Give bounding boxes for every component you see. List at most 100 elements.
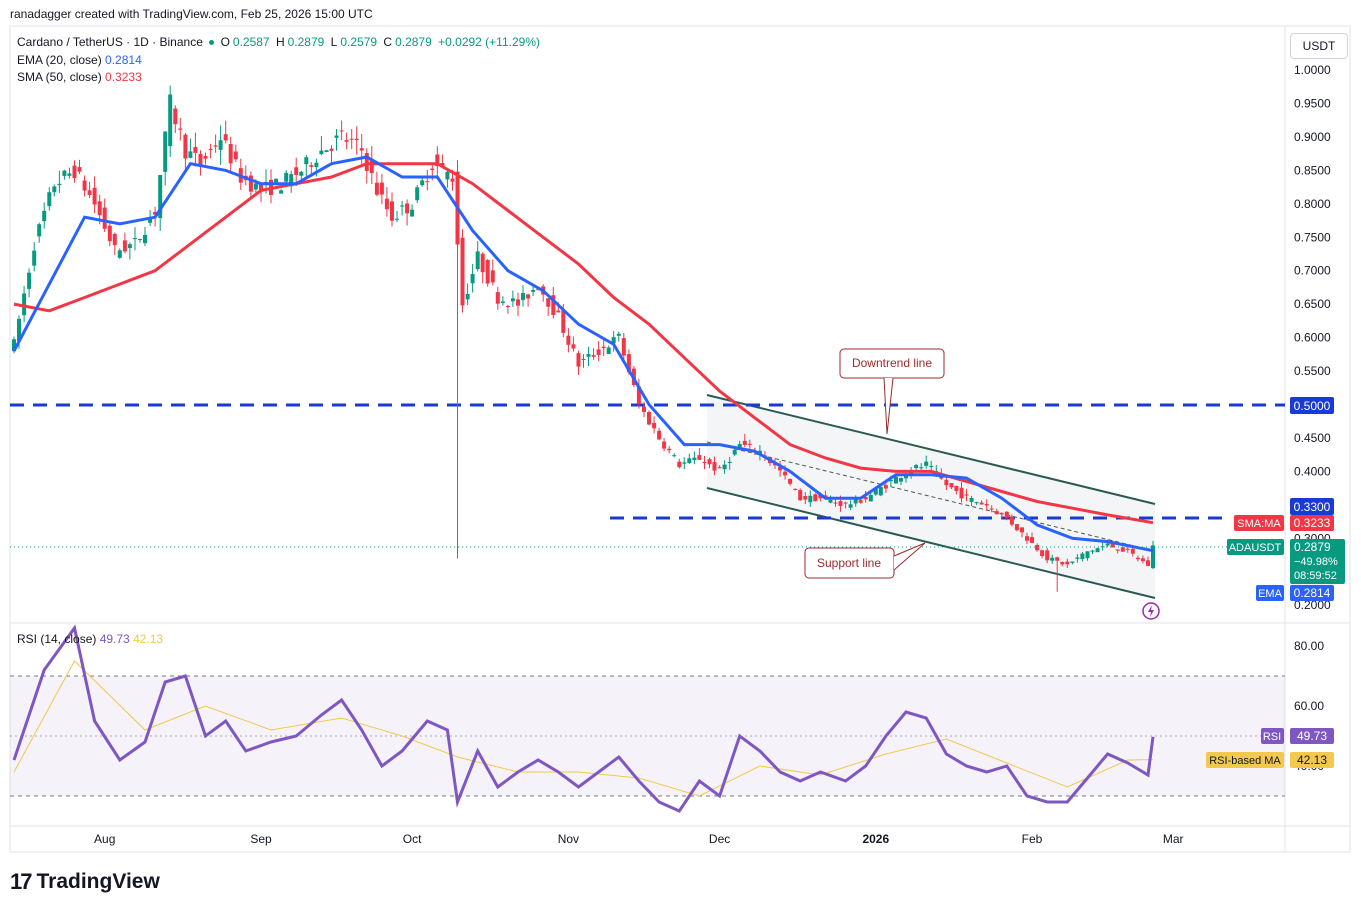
candle-body bbox=[1146, 560, 1150, 566]
candle-body bbox=[873, 489, 878, 495]
candle-body bbox=[989, 508, 994, 510]
rsi-tag bbox=[1290, 728, 1334, 744]
candle-body bbox=[153, 211, 158, 215]
candle-body bbox=[516, 299, 520, 306]
candles-group bbox=[12, 85, 1155, 592]
candle-body bbox=[384, 198, 389, 210]
candle-body bbox=[707, 459, 712, 465]
candle-body bbox=[576, 353, 581, 367]
candle-body bbox=[510, 298, 515, 302]
candle-body bbox=[949, 483, 954, 488]
candle-body bbox=[344, 140, 349, 142]
support-line[interactable] bbox=[706, 487, 1156, 599]
candle-body bbox=[672, 455, 677, 457]
candle-body bbox=[279, 190, 284, 194]
ema-20-line[interactable] bbox=[12, 155, 1154, 553]
candle-body bbox=[173, 108, 178, 125]
price-tick: 0.8500 bbox=[1294, 163, 1331, 177]
candle-body bbox=[919, 467, 924, 469]
candle-body bbox=[984, 504, 989, 506]
candle-body bbox=[97, 201, 102, 216]
candle-body bbox=[843, 502, 848, 504]
ohlc-open: 0.2587 bbox=[232, 35, 270, 49]
candle-body bbox=[27, 272, 32, 289]
candle-body bbox=[143, 234, 147, 244]
candle-body bbox=[188, 151, 193, 158]
ohlc-change: +0.0292 (+11.29%) bbox=[438, 35, 540, 49]
candle-body bbox=[697, 455, 702, 460]
candle-body bbox=[87, 190, 92, 195]
candle-body bbox=[1105, 543, 1110, 546]
candle-body bbox=[702, 461, 707, 463]
candle-body bbox=[1020, 527, 1024, 533]
ema-legend[interactable]: EMA (20, close) 0.2814 bbox=[17, 53, 142, 67]
candle-body bbox=[1080, 553, 1085, 559]
rsi-ma-legend-value: 42.13 bbox=[133, 632, 164, 646]
candle-body bbox=[490, 270, 495, 283]
ada-tag-value: 0.2879 bbox=[1294, 540, 1331, 554]
candle-body bbox=[551, 295, 556, 315]
candle-body bbox=[1075, 557, 1080, 559]
candle-body bbox=[536, 289, 541, 291]
candle-body bbox=[435, 154, 440, 167]
ema-legend-label: EMA (20, close) bbox=[17, 53, 102, 67]
candle-body bbox=[944, 479, 949, 486]
candle-body bbox=[1055, 557, 1060, 561]
candle-body bbox=[395, 218, 399, 220]
candle-body bbox=[979, 502, 984, 505]
rsi-legend-value: 49.73 bbox=[99, 632, 130, 646]
rsi-ma-line[interactable] bbox=[13, 660, 1154, 797]
time-tick: Aug bbox=[94, 832, 115, 846]
symbol-legend[interactable]: Cardano / TetherUS · 1D · Binance O 0.258… bbox=[17, 35, 543, 49]
sma-legend[interactable]: SMA (50, close) 0.3233 bbox=[17, 70, 142, 84]
candle-body bbox=[57, 183, 62, 186]
candle-body bbox=[148, 219, 153, 223]
support-annotation-pointer bbox=[893, 542, 926, 571]
candle-body bbox=[959, 487, 964, 499]
candle-body bbox=[778, 467, 783, 471]
rsi-legend[interactable]: RSI (14, close) 49.73 42.13 bbox=[17, 632, 163, 646]
candle-body bbox=[526, 294, 531, 299]
time-tick: Sep bbox=[250, 832, 272, 846]
candle-body bbox=[223, 134, 228, 141]
rsi-tick: 80.00 bbox=[1294, 639, 1324, 653]
ada-tag-label: ADAUSDT bbox=[1229, 542, 1282, 554]
currency-button[interactable]: USDT bbox=[1290, 33, 1348, 59]
candle-body bbox=[964, 494, 969, 496]
price-tick: 0.7000 bbox=[1294, 264, 1331, 278]
downtrend-line[interactable] bbox=[706, 394, 1156, 505]
candle-body bbox=[1100, 546, 1105, 548]
candle-body bbox=[798, 490, 803, 501]
price-tick: 0.6000 bbox=[1294, 331, 1331, 345]
candle-body bbox=[248, 175, 253, 192]
candle-body bbox=[687, 458, 692, 464]
candle-body bbox=[1140, 558, 1145, 562]
rsi-tag-label-box bbox=[1261, 728, 1284, 744]
candle-body bbox=[863, 497, 868, 500]
lightning-icon-glyph bbox=[1148, 605, 1154, 617]
time-axis: Aug Sep Oct Nov Dec 2026 Feb Mar bbox=[94, 832, 1184, 846]
candle-body bbox=[636, 386, 641, 404]
rsi-line[interactable] bbox=[12, 624, 1155, 813]
candle-body bbox=[1110, 542, 1115, 548]
price-tick: 0.5500 bbox=[1294, 364, 1331, 378]
candle-body bbox=[379, 182, 384, 195]
candle-body bbox=[1035, 545, 1040, 551]
candle-body bbox=[642, 406, 646, 412]
candle-body bbox=[133, 238, 137, 240]
candle-body bbox=[213, 145, 218, 147]
price-tick: 0.9000 bbox=[1294, 130, 1331, 144]
candle-body bbox=[1151, 545, 1155, 569]
candle-body bbox=[954, 485, 959, 491]
candle-body bbox=[616, 333, 621, 336]
candle-body bbox=[1120, 547, 1125, 552]
candle-body bbox=[899, 478, 903, 482]
tradingview-logo[interactable]: 17 TradingView bbox=[10, 869, 160, 895]
candle-body bbox=[505, 306, 510, 307]
candle-body bbox=[531, 290, 536, 292]
candle-body bbox=[566, 335, 571, 345]
candle-body bbox=[354, 138, 359, 141]
candle-body bbox=[667, 448, 672, 451]
candle-body bbox=[37, 224, 42, 237]
